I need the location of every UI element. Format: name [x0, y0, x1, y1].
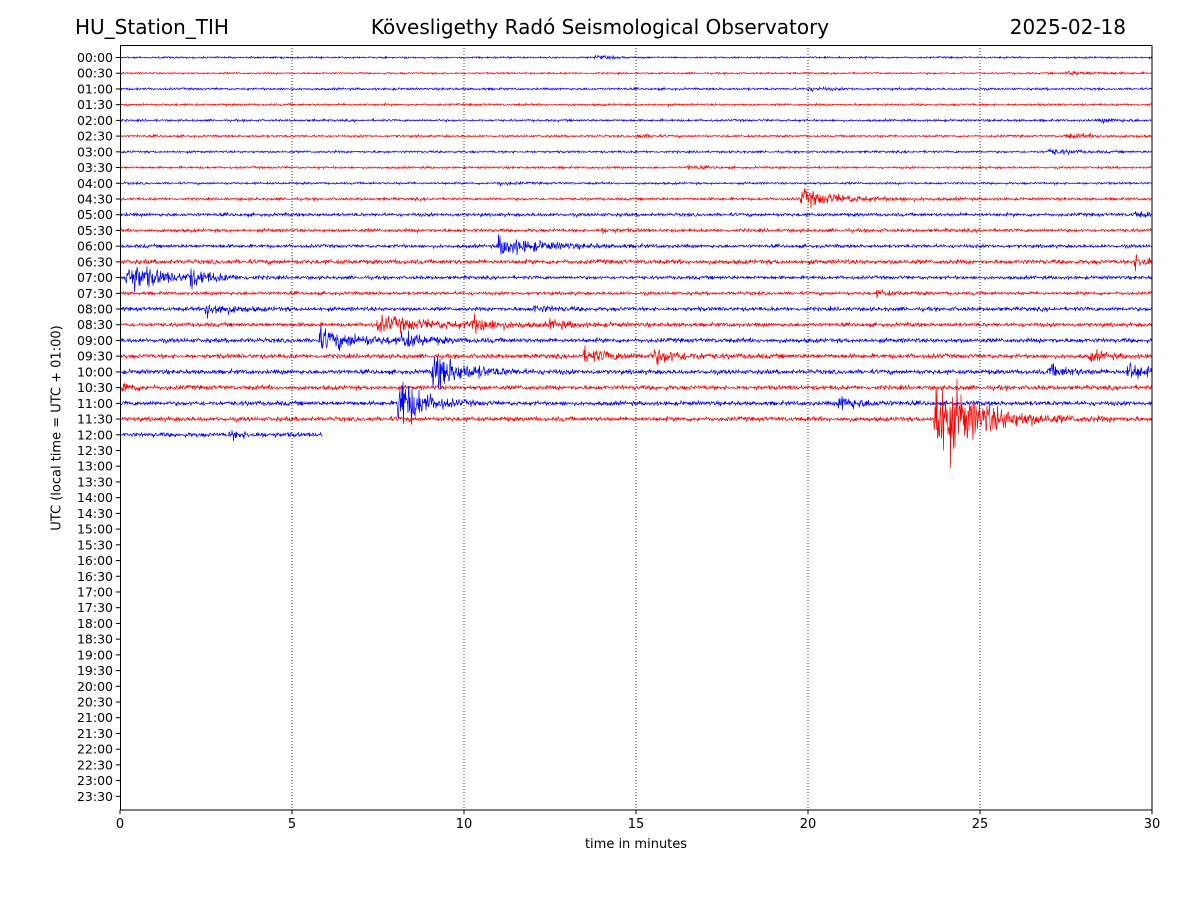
trace-0900: [119, 325, 1153, 352]
y-tick-label: 23:00: [77, 773, 113, 788]
y-tick-label: 15:00: [77, 522, 113, 537]
y-tick-label: 07:00: [77, 270, 113, 285]
trace-0830: [119, 313, 1153, 335]
y-tick-label: 06:30: [77, 254, 113, 269]
y-tick-label: 03:00: [77, 144, 113, 159]
trace-0200: [119, 117, 1153, 125]
y-tick-label: 07:30: [77, 286, 113, 301]
trace-0600: [119, 234, 1153, 256]
y-tick-label: 17:30: [77, 600, 113, 615]
y-tick-label: 06:00: [77, 239, 113, 254]
y-tick-label: 21:30: [77, 726, 113, 741]
y-axis-label: UTC (local time = UTC + 01:00): [49, 325, 65, 531]
trace-0630: [119, 254, 1153, 272]
y-tick-label: 11:30: [77, 412, 113, 427]
station-name: HU_Station_TIH: [75, 15, 229, 39]
trace-0800: [119, 304, 1153, 319]
y-tick-label: 14:00: [77, 490, 113, 505]
y-tick-label: 12:00: [77, 427, 113, 442]
y-tick-label: 22:00: [77, 742, 113, 757]
trace-0030: [119, 70, 1153, 76]
trace-0300: [119, 148, 1153, 156]
y-tick-label: 10:00: [77, 364, 113, 379]
x-tick-label: 25: [972, 817, 989, 832]
y-tick-label: 16:00: [77, 553, 113, 568]
x-axis-label: time in minutes: [584, 837, 688, 852]
y-tick-label: 11:00: [77, 396, 113, 411]
trace-0730: [119, 289, 1153, 299]
y-tick-label: 18:00: [77, 616, 113, 631]
trace-0000: [119, 54, 1153, 61]
trace-0330: [119, 164, 1153, 171]
x-tick-label: 20: [800, 817, 817, 832]
y-tick-label: 03:30: [77, 160, 113, 175]
trace-0500: [119, 211, 1153, 218]
y-tick-label: 00:00: [77, 50, 113, 65]
chart-date: 2025-02-18: [1009, 15, 1126, 39]
trace-1200: [119, 430, 323, 442]
y-tick-label: 16:30: [77, 569, 113, 584]
y-tick-label: 05:00: [77, 207, 113, 222]
y-tick-label: 04:00: [77, 176, 113, 191]
x-tick-label: 30: [1144, 817, 1161, 832]
y-tick-label: 01:00: [77, 81, 113, 96]
y-tick-label: 01:30: [77, 97, 113, 112]
trace-0130: [119, 102, 1153, 108]
trace-1100: [119, 381, 1153, 425]
chart-title: Kövesligethy Radó Seismological Observat…: [370, 15, 830, 39]
x-tick-label: 5: [288, 817, 296, 832]
y-tick-label: 19:30: [77, 663, 113, 678]
y-tick-label: 19:00: [77, 647, 113, 662]
x-axis-ticks: 0 5 10 15 20 25 30: [116, 810, 1160, 832]
trace-0700: [119, 266, 1153, 293]
y-tick-label: 17:00: [77, 584, 113, 599]
y-axis-ticks: 00:0000:3001:0001:3002:0002:3003:0003:30…: [77, 50, 120, 804]
trace-1030: [119, 382, 1153, 392]
y-tick-label: 20:00: [77, 679, 113, 694]
trace-layer: [119, 54, 1153, 468]
y-tick-label: 02:00: [77, 113, 113, 128]
trace-0530: [119, 227, 1153, 234]
vertical-grid: [291, 45, 981, 810]
y-tick-label: 09:30: [77, 349, 113, 364]
trace-0230: [119, 132, 1153, 140]
trace-1130: [119, 378, 1153, 468]
y-tick-label: 21:00: [77, 710, 113, 725]
y-tick-label: 00:30: [77, 66, 113, 81]
trace-1000: [119, 356, 1153, 390]
x-tick-label: 15: [628, 817, 645, 832]
y-tick-label: 08:30: [77, 317, 113, 332]
y-tick-label: 04:30: [77, 191, 113, 206]
y-tick-label: 12:30: [77, 443, 113, 458]
trace-0430: [119, 188, 1153, 209]
y-tick-label: 14:30: [77, 506, 113, 521]
y-tick-label: 02:30: [77, 129, 113, 144]
y-tick-label: 18:30: [77, 632, 113, 647]
y-tick-label: 13:30: [77, 474, 113, 489]
y-tick-label: 10:30: [77, 380, 113, 395]
y-tick-label: 05:30: [77, 223, 113, 238]
trace-0930: [119, 345, 1153, 366]
y-tick-label: 22:30: [77, 757, 113, 772]
y-tick-label: 20:30: [77, 695, 113, 710]
y-tick-label: 09:00: [77, 333, 113, 348]
x-tick-label: 10: [456, 817, 473, 832]
y-tick-label: 15:30: [77, 537, 113, 552]
trace-0400: [119, 180, 1153, 187]
y-tick-label: 08:00: [77, 302, 113, 317]
x-tick-label: 0: [116, 817, 124, 832]
y-tick-label: 23:30: [77, 789, 113, 804]
y-tick-label: 13:00: [77, 459, 113, 474]
trace-0100: [119, 85, 1153, 93]
